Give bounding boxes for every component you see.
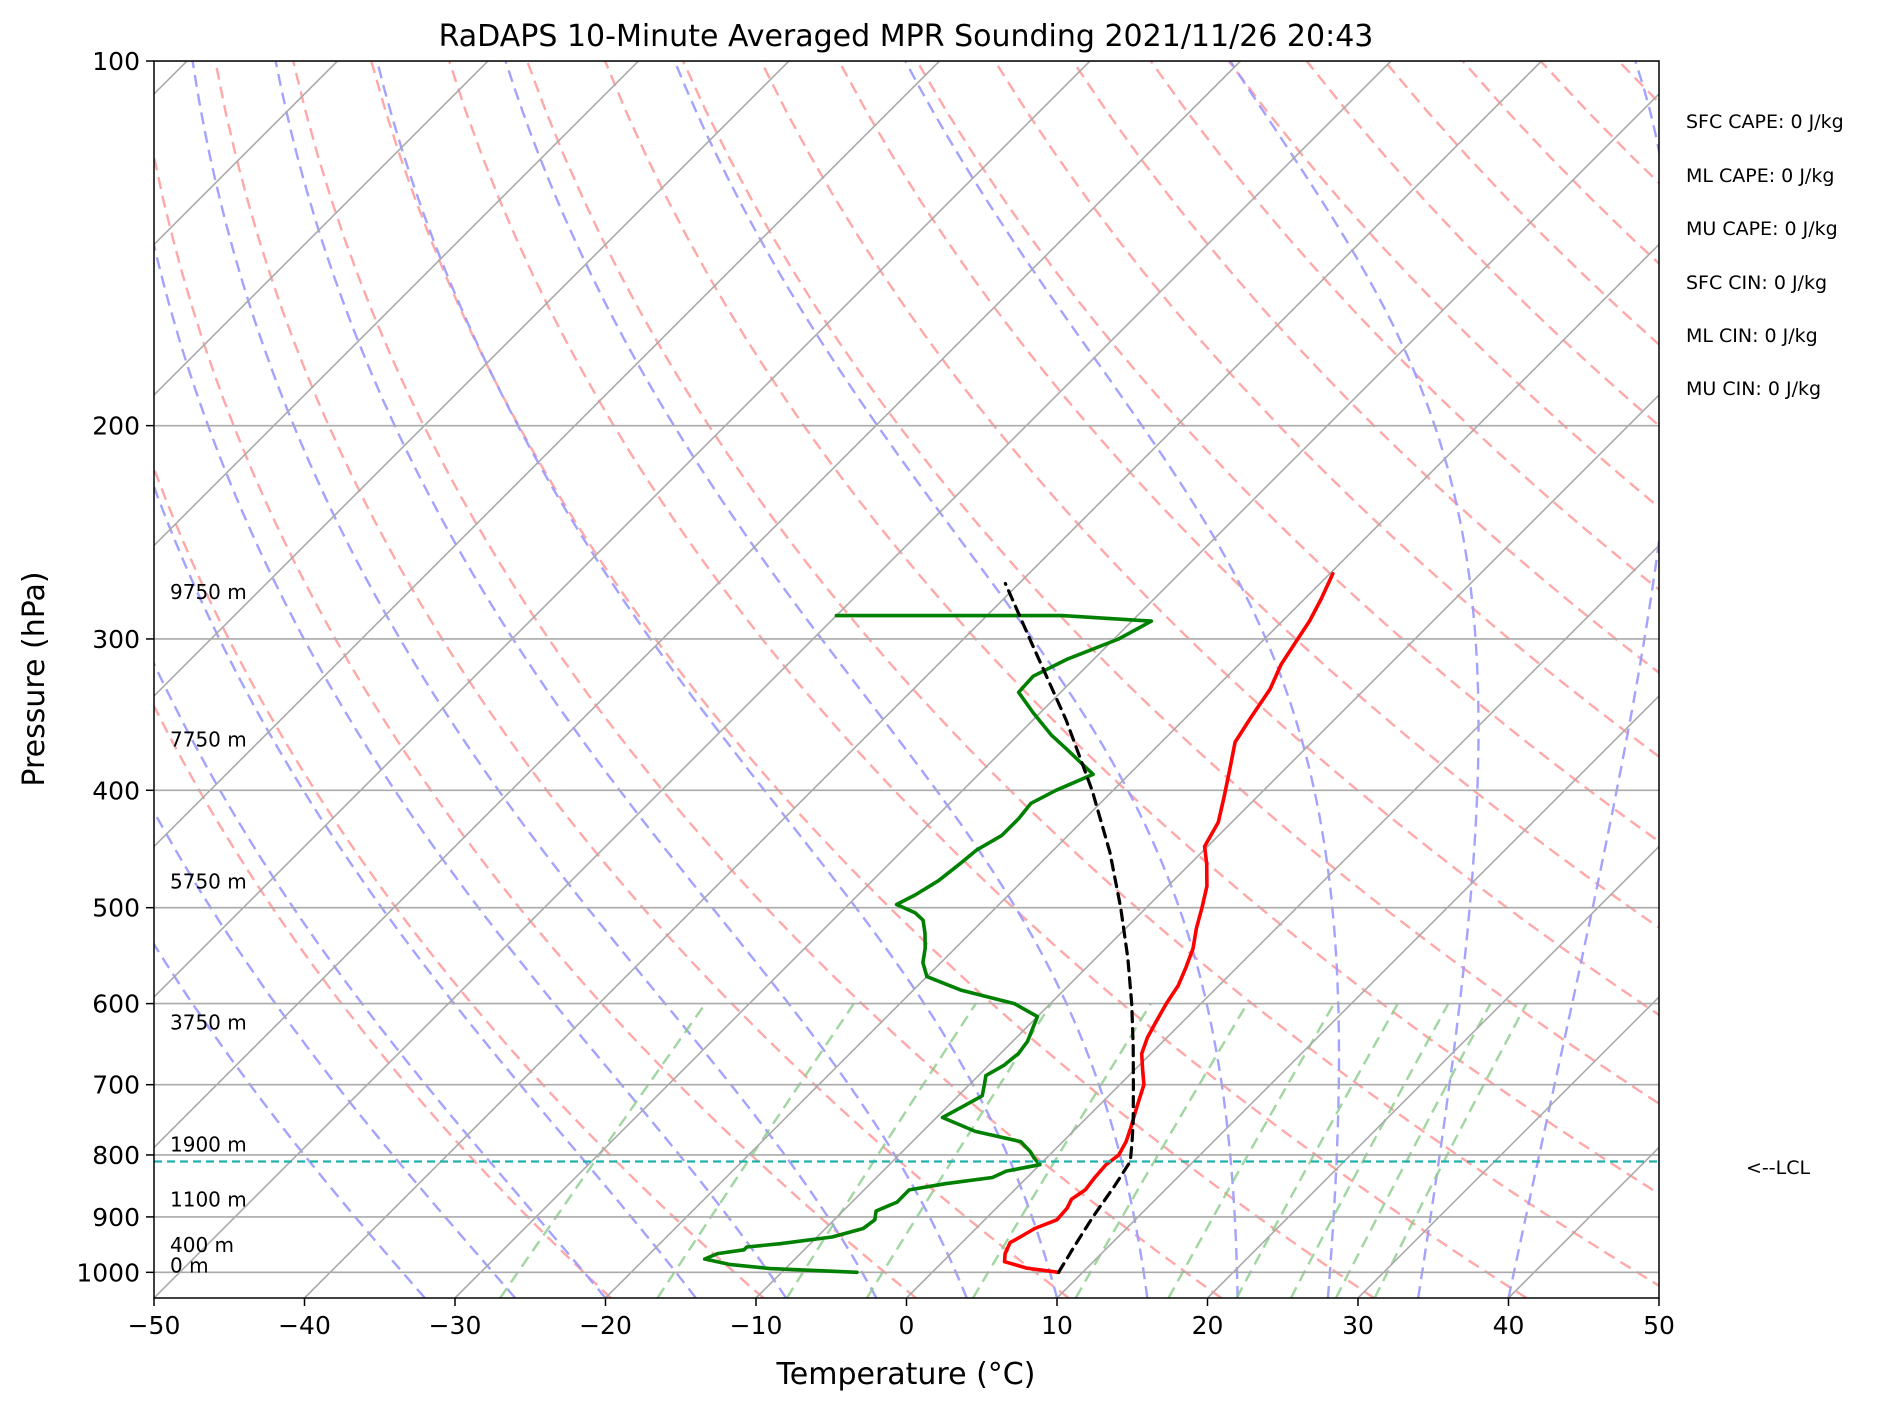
isotherm (303, 61, 1543, 1298)
x-tick-label: −40 (278, 1311, 331, 1340)
mixing-ratio-line (1167, 1003, 1336, 1298)
isotherm (154, 61, 1091, 999)
height-label: 0 m (170, 1253, 209, 1277)
y-axis-title: Pressure (hPa) (17, 571, 52, 786)
x-tick-label: 20 (1192, 1311, 1224, 1340)
index-ml-cape: ML CAPE: 0 J/kg (1686, 165, 1834, 187)
isotherm (755, 393, 1659, 1298)
isotherm (154, 61, 489, 397)
y-tick-label: 300 (92, 625, 140, 654)
isotherm (905, 544, 1659, 1298)
mixing-ratio-line (499, 1002, 707, 1298)
moist-adiabat (154, 809, 517, 1298)
moist-adiabat (504, 61, 1149, 1298)
height-label: 400 m (170, 1233, 234, 1257)
height-label: 7750 m (170, 727, 247, 751)
height-label: 1900 m (170, 1133, 247, 1157)
x-tick-label: 0 (899, 1311, 915, 1340)
y-tick-label: 1000 (76, 1258, 140, 1287)
y-tick-label: 700 (92, 1071, 140, 1100)
dry-adiabat (993, 61, 1659, 759)
profile-lines (154, 571, 1659, 1275)
index-sfc-cin: SFC CIN: 0 J/kg (1686, 272, 1827, 294)
moist-adiabat (375, 61, 1059, 1298)
index-sfc-cape: SFC CAPE: 0 J/kg (1686, 111, 1844, 133)
moist-adiabat (154, 660, 607, 1298)
background-grid (154, 61, 1659, 1298)
height-label: 3750 m (170, 1010, 247, 1034)
x-tick-label: 40 (1493, 1311, 1525, 1340)
moist-adiabat (1229, 61, 1480, 1298)
y-tick-label: 900 (92, 1203, 140, 1232)
index-mu-cape: MU CAPE: 0 J/kg (1686, 218, 1838, 240)
mixing-ratio-line (971, 1002, 1152, 1298)
y-tick-label: 500 (92, 894, 140, 923)
moist-adiabat (154, 941, 426, 1298)
height-label: 5750 m (170, 869, 247, 893)
height-label: 9750 m (170, 580, 247, 604)
dry-adiabat (759, 61, 1659, 1017)
mixing-ratio-line (1289, 1003, 1450, 1298)
moist-adiabat (904, 61, 1341, 1298)
isotherm (154, 61, 1242, 1149)
dry-adiabat (292, 61, 1223, 1298)
x-tick-label: 50 (1643, 1311, 1675, 1340)
dry-adiabat (154, 150, 917, 1298)
moist-adiabat (154, 483, 697, 1298)
x-tick-label: 10 (1041, 1311, 1073, 1340)
isotherm (454, 92, 1659, 1298)
y-tick-label: 800 (92, 1141, 140, 1170)
x-axis-title: Temperature (°C) (776, 1357, 1036, 1392)
mixing-ratio-line (656, 1002, 855, 1298)
isotherm (154, 61, 790, 698)
lcl-label: <--LCL (1746, 1157, 1810, 1179)
x-tick-label: 30 (1342, 1311, 1374, 1340)
mixing-ratio-line (1373, 1003, 1528, 1298)
isotherm (1206, 845, 1659, 1298)
moist-adiabat (154, 239, 788, 1298)
mixing-ratio-line (785, 1002, 977, 1298)
isotherm (154, 61, 640, 547)
moist-adiabat (274, 61, 968, 1298)
mixing-ratio-line (1235, 1003, 1399, 1298)
axis-ticks: −50 −40 −30 −20 −10 0 10 20 30 40 50 100 200 300 400 50… (76, 47, 1675, 1340)
isotherm (604, 243, 1659, 1298)
temperature-trace (1002, 571, 1335, 1275)
moist-adiabat (673, 61, 1239, 1298)
dry-adiabat (1071, 61, 1659, 675)
dry-adiabat (154, 703, 612, 1298)
dry-adiabat (681, 61, 1659, 1106)
height-label: 1100 m (170, 1187, 247, 1211)
moist-adiabat (191, 61, 878, 1298)
parcel-trace (1003, 581, 1135, 1274)
y-tick-label: 600 (92, 990, 140, 1019)
y-tick-label: 400 (92, 776, 140, 805)
chart-title: RaDAPS 10-Minute Averaged MPR Sounding 2… (439, 19, 1374, 54)
height-labels: 9750 m 7750 m 5750 m 3750 m 1900 m 1100 m 400 … (170, 580, 247, 1277)
dry-adiabat (915, 61, 1659, 844)
moist-adiabat (1507, 61, 1659, 1298)
index-ml-cin: ML CIN: 0 J/kg (1686, 325, 1818, 347)
isotherm (154, 61, 1392, 1298)
x-tick-label: −10 (730, 1311, 783, 1340)
mixing-ratio-line (1074, 1002, 1249, 1298)
y-tick-label: 100 (92, 47, 140, 76)
isotherm (1357, 995, 1659, 1298)
dry-adiabat (448, 61, 1528, 1298)
dry-adiabat (214, 61, 1070, 1298)
mixing-ratio-line (865, 1002, 1053, 1298)
dry-adiabat (603, 61, 1659, 1196)
x-tick-label: −30 (429, 1311, 482, 1340)
mixing-ratio-line (1334, 1003, 1492, 1298)
dry-adiabat (154, 465, 765, 1298)
y-tick-label: 200 (92, 412, 140, 441)
x-tick-label: −50 (128, 1311, 181, 1340)
x-tick-label: −20 (579, 1311, 632, 1340)
isotherm (154, 61, 941, 848)
dry-adiabat (370, 61, 1375, 1298)
isotherm (1056, 694, 1659, 1298)
index-mu-cin: MU CIN: 0 J/kg (1686, 378, 1821, 400)
